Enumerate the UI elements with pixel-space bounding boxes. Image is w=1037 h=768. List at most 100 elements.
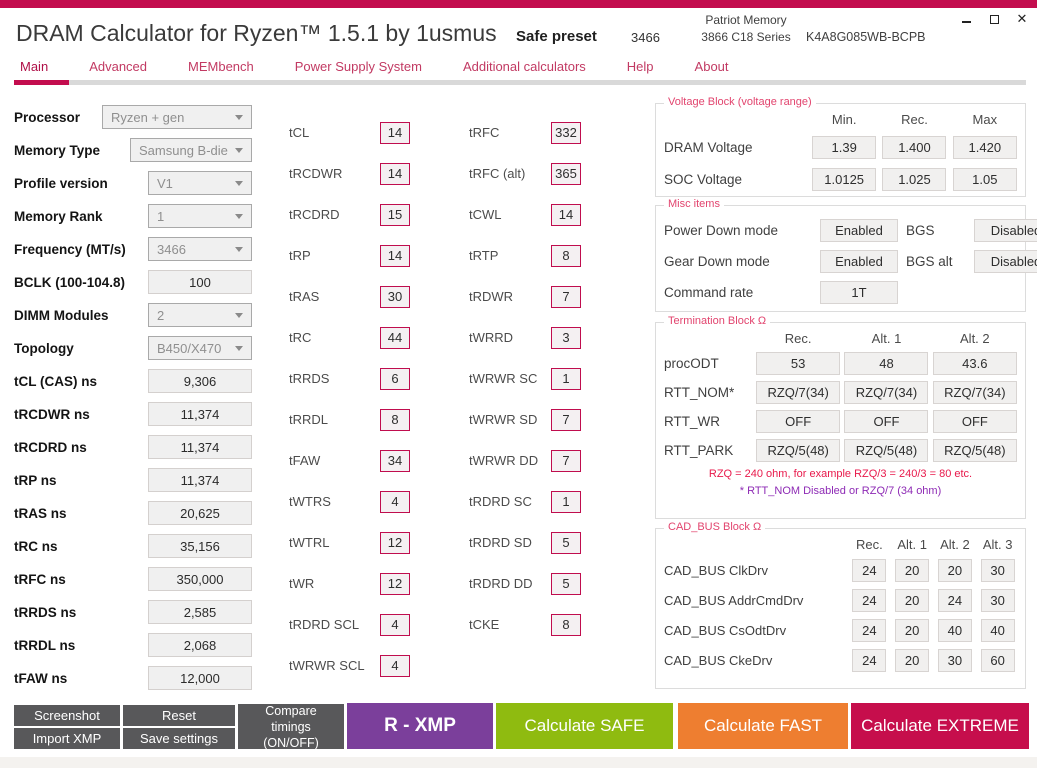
voltage-rec-field[interactable]: 1.400: [882, 136, 947, 159]
timing-input[interactable]: 44: [380, 326, 410, 349]
command-rate-field[interactable]: 1T: [820, 281, 898, 304]
termination-alt1-field[interactable]: OFF: [844, 410, 929, 433]
timing-input[interactable]: 5: [551, 531, 581, 554]
compare-timings-button[interactable]: Compare timings (ON/OFF): [238, 704, 344, 750]
timing-input[interactable]: 30: [380, 285, 410, 308]
timing-input[interactable]: 7: [551, 449, 581, 472]
timing-input[interactable]: 365: [551, 162, 581, 185]
import-xmp-button[interactable]: Import XMP: [14, 728, 120, 749]
cad-bus-rec-field[interactable]: 24: [852, 619, 887, 642]
voltage-max-field[interactable]: 1.05: [952, 168, 1017, 191]
timing-input[interactable]: 8: [551, 613, 581, 636]
cad-bus-alt1-field[interactable]: 20: [895, 559, 930, 582]
screenshot-button[interactable]: Screenshot: [14, 705, 120, 726]
bgs-field[interactable]: Disabled: [974, 219, 1037, 242]
tab-help[interactable]: Help: [626, 59, 654, 74]
termination-alt2-field[interactable]: RZQ/5(48): [932, 439, 1017, 462]
timing-input[interactable]: 4: [380, 490, 410, 513]
timing-ns-input[interactable]: 11,374: [148, 435, 252, 459]
frequency-select[interactable]: 3466: [148, 237, 252, 261]
timing-input[interactable]: 15: [380, 203, 410, 226]
maximize-button[interactable]: [985, 10, 1003, 28]
tab-about[interactable]: About: [694, 59, 729, 74]
timing-ns-input[interactable]: 2,585: [148, 600, 252, 624]
cad-bus-alt2-field[interactable]: 20: [937, 559, 972, 582]
termination-alt2-field[interactable]: OFF: [932, 410, 1017, 433]
close-button[interactable]: ✕: [1016, 11, 1028, 26]
cad-bus-alt2-field[interactable]: 40: [937, 619, 972, 642]
cad-bus-alt2-field[interactable]: 30: [937, 649, 972, 672]
profile-version-select[interactable]: V1: [148, 171, 252, 195]
timing-input[interactable]: 4: [380, 613, 410, 636]
tab-membench[interactable]: MEMbench: [188, 59, 254, 74]
timing-ns-input[interactable]: 2,068: [148, 633, 252, 657]
cad-bus-alt3-field[interactable]: 40: [980, 619, 1015, 642]
timing-ns-input[interactable]: 350,000: [148, 567, 252, 591]
timing-ns-input[interactable]: 11,374: [148, 468, 252, 492]
power-down-mode-field[interactable]: Enabled: [820, 219, 898, 242]
timing-input[interactable]: 14: [380, 162, 410, 185]
calculate-extreme-button[interactable]: Calculate EXTREME: [851, 703, 1029, 749]
cad-bus-rec-field[interactable]: 24: [852, 559, 887, 582]
calculate-fast-button[interactable]: Calculate FAST: [678, 703, 848, 749]
timing-ns-input[interactable]: 11,374: [148, 402, 252, 426]
timing-ns-input[interactable]: 9,306: [148, 369, 252, 393]
timing-input[interactable]: 7: [551, 408, 581, 431]
cad-bus-rec-field[interactable]: 24: [852, 589, 887, 612]
timing-input[interactable]: 3: [551, 326, 581, 349]
timing-ns-input[interactable]: 20,625: [148, 501, 252, 525]
bclk-input[interactable]: 100: [148, 270, 252, 294]
cad-bus-rec-field[interactable]: 24: [852, 649, 887, 672]
timing-input[interactable]: 6: [380, 367, 410, 390]
timing-input[interactable]: 12: [380, 531, 410, 554]
save-settings-button[interactable]: Save settings: [123, 728, 235, 749]
cad-bus-alt3-field[interactable]: 30: [980, 559, 1015, 582]
minimize-button[interactable]: [957, 10, 975, 28]
voltage-max-field[interactable]: 1.420: [952, 136, 1017, 159]
timing-input[interactable]: 12: [380, 572, 410, 595]
termination-rec-field[interactable]: OFF: [756, 410, 841, 433]
termination-alt2-field[interactable]: RZQ/7(34): [932, 381, 1017, 404]
timing-input[interactable]: 4: [380, 654, 410, 677]
timing-input[interactable]: 7: [551, 285, 581, 308]
voltage-min-field[interactable]: 1.0125: [812, 168, 877, 191]
bgs-alt-field[interactable]: Disabled: [974, 250, 1037, 273]
tab-power-supply-system[interactable]: Power Supply System: [294, 59, 422, 74]
cad-bus-alt1-field[interactable]: 20: [895, 649, 930, 672]
tab-main[interactable]: Main: [20, 59, 49, 74]
termination-alt1-field[interactable]: 48: [844, 352, 929, 375]
timing-input[interactable]: 1: [551, 367, 581, 390]
timing-input[interactable]: 14: [551, 203, 581, 226]
cad-bus-alt1-field[interactable]: 20: [895, 619, 930, 642]
timing-ns-input[interactable]: 12,000: [148, 666, 252, 690]
termination-alt1-field[interactable]: RZQ/5(48): [844, 439, 929, 462]
tab-additional-calculators[interactable]: Additional calculators: [462, 59, 586, 74]
timing-input[interactable]: 1: [551, 490, 581, 513]
termination-alt1-field[interactable]: RZQ/7(34): [844, 381, 929, 404]
cad-bus-alt3-field[interactable]: 60: [980, 649, 1015, 672]
termination-alt2-field[interactable]: 43.6: [932, 352, 1017, 375]
cad-bus-alt2-field[interactable]: 24: [937, 589, 972, 612]
timing-input[interactable]: 34: [380, 449, 410, 472]
dimm-modules-select[interactable]: 2: [148, 303, 252, 327]
r-xmp-button[interactable]: R - XMP: [347, 703, 493, 749]
timing-input[interactable]: 8: [551, 244, 581, 267]
processor-select[interactable]: Ryzen + gen: [102, 105, 252, 129]
timing-input[interactable]: 332: [551, 121, 581, 144]
gear-down-mode-field[interactable]: Enabled: [820, 250, 898, 273]
timing-input[interactable]: 14: [380, 244, 410, 267]
memory-rank-select[interactable]: 1: [148, 204, 252, 228]
topology-select[interactable]: B450/X470: [148, 336, 252, 360]
voltage-rec-field[interactable]: 1.025: [882, 168, 947, 191]
cad-bus-alt3-field[interactable]: 30: [980, 589, 1015, 612]
voltage-min-field[interactable]: 1.39: [812, 136, 877, 159]
reset-button[interactable]: Reset: [123, 705, 235, 726]
cad-bus-alt1-field[interactable]: 20: [895, 589, 930, 612]
termination-rec-field[interactable]: RZQ/7(34): [756, 381, 841, 404]
timing-input[interactable]: 8: [380, 408, 410, 431]
termination-rec-field[interactable]: 53: [756, 352, 841, 375]
timing-input[interactable]: 14: [380, 121, 410, 144]
memory-type-select[interactable]: Samsung B-die: [130, 138, 252, 162]
termination-rec-field[interactable]: RZQ/5(48): [756, 439, 841, 462]
timing-ns-input[interactable]: 35,156: [148, 534, 252, 558]
